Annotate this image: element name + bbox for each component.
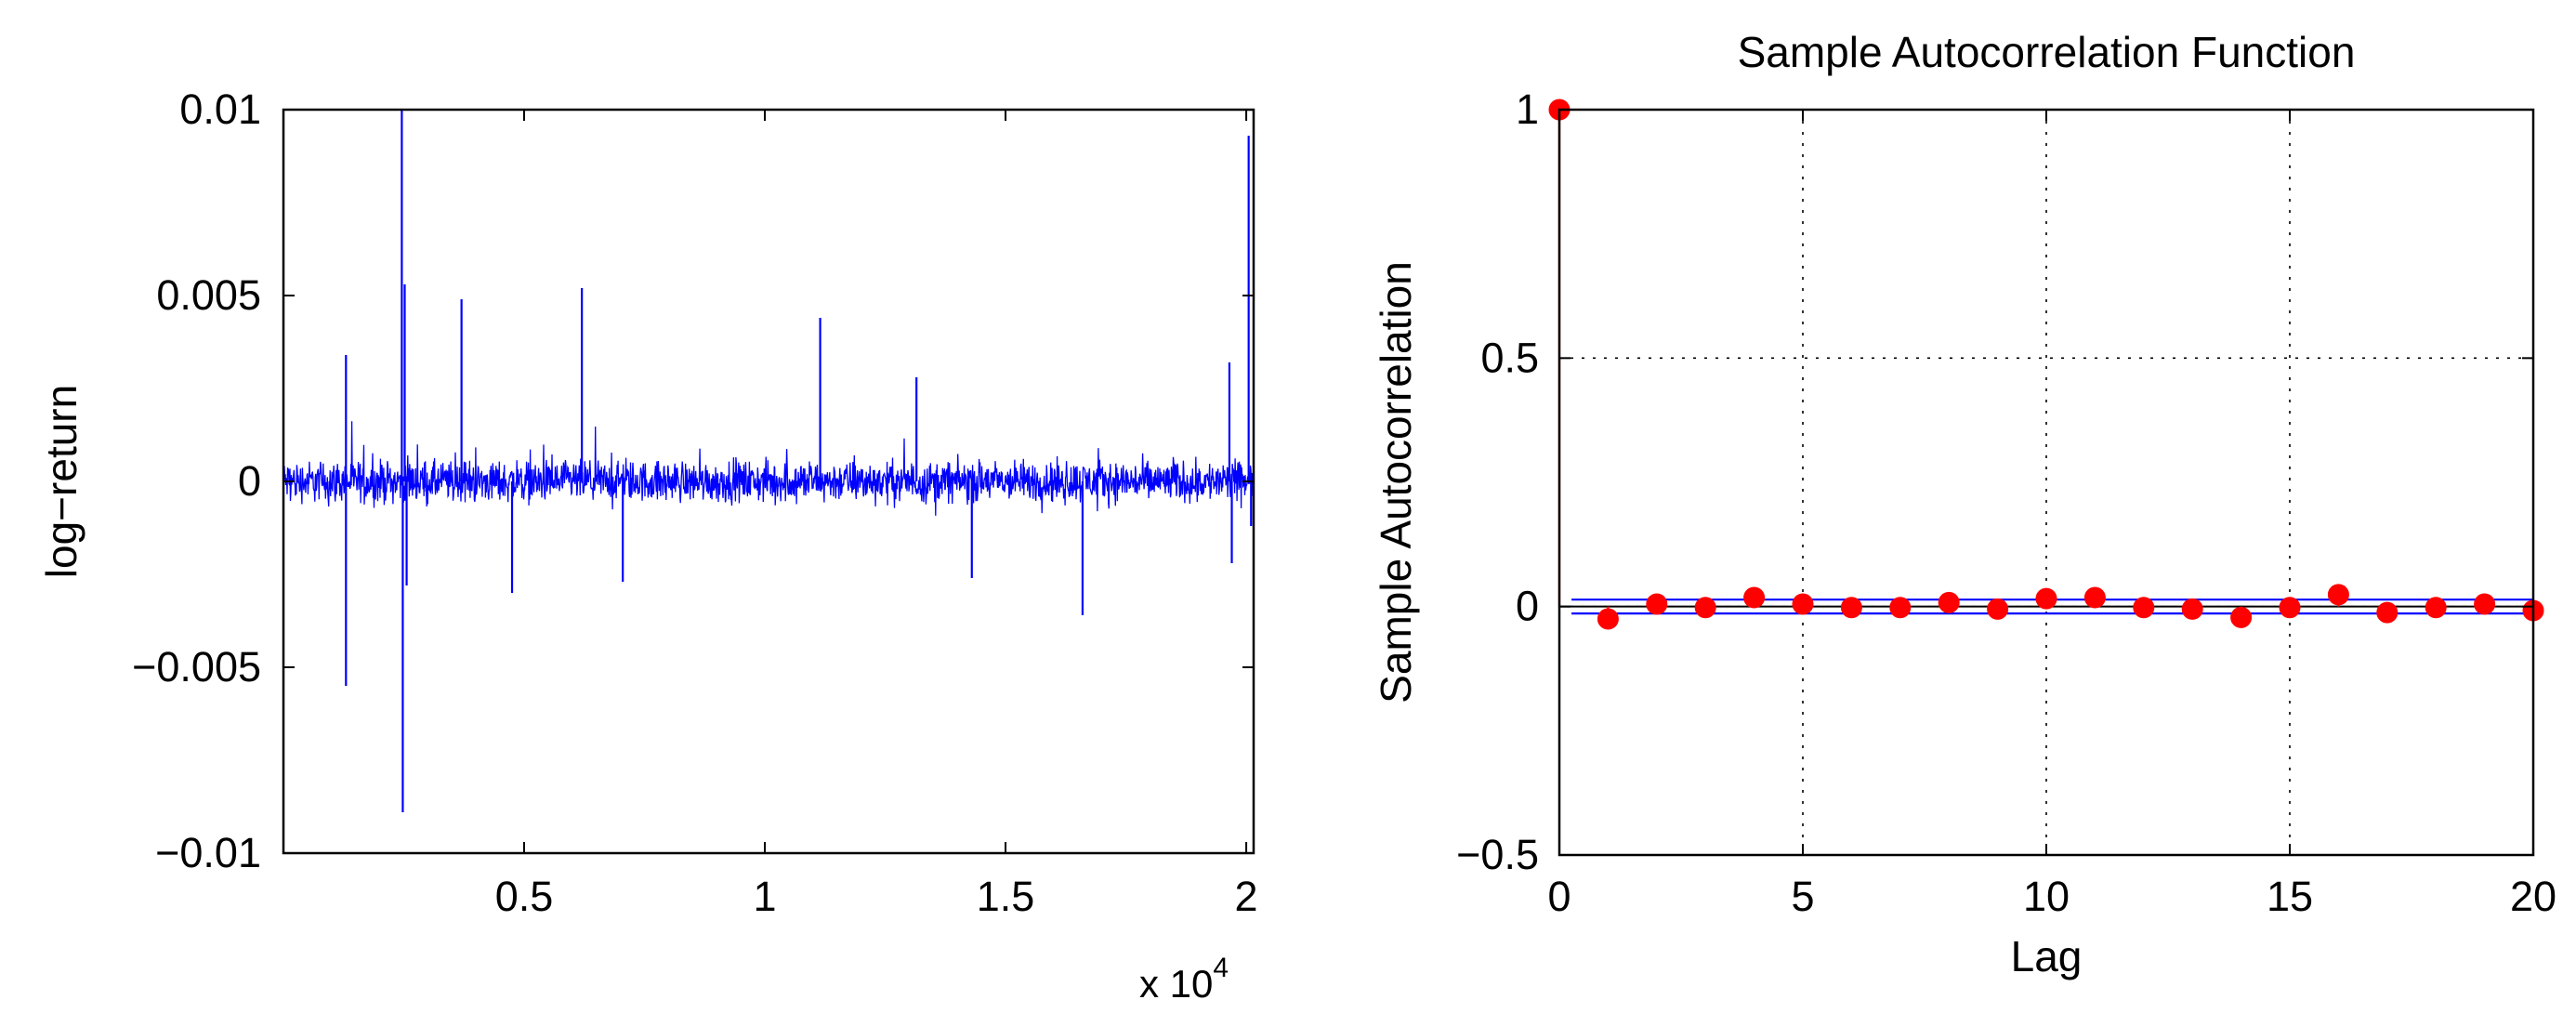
- acf-point: [1938, 591, 1960, 613]
- right-x-tick-labels: 0 5 10 15 20: [1547, 873, 2556, 920]
- log-return-series: [283, 110, 1255, 812]
- left-x-tick-labels: 0.5 1 1.5 2: [495, 873, 1258, 920]
- left-plot-frame: [282, 108, 1255, 855]
- acf-point: [1694, 597, 1716, 619]
- acf-point: [1743, 586, 1766, 609]
- acf-point: [2425, 597, 2447, 619]
- acf-point: [1987, 598, 2009, 620]
- acf-point: [2133, 597, 2155, 619]
- noise-line: [283, 421, 1255, 516]
- acf-y-axis-label: Sample Autocorrelation: [1372, 261, 1420, 704]
- acf-point: [1597, 608, 1619, 630]
- y-tick-label: 0.5: [1480, 334, 1539, 381]
- acf-point: [2083, 586, 2106, 609]
- acf-point: [2181, 598, 2203, 620]
- acf-point: [1646, 593, 1668, 615]
- y-tick-label: 0.01: [179, 86, 261, 133]
- acf-title: Sample Autocorrelation Function: [1738, 28, 2356, 76]
- y-tick-label: 0.005: [156, 271, 261, 319]
- acf-point: [2327, 584, 2349, 606]
- left-y-tick-labels: 0.01 0.005 0 −0.005 −0.01: [132, 86, 261, 876]
- y-tick-label: −0.5: [1456, 831, 1539, 878]
- x-tick-label: 15: [2267, 873, 2313, 920]
- x-tick-label: 10: [2023, 873, 2070, 920]
- left-y-axis-label: log−return: [37, 385, 85, 578]
- acf-markers: [1548, 99, 2544, 630]
- x-tick-label: 2: [1235, 873, 1258, 920]
- left-x-exponent-label: x 104: [1139, 953, 1229, 1006]
- acf-point: [2474, 593, 2496, 615]
- x-tick-label: 1: [753, 873, 776, 920]
- acf-point: [2230, 606, 2253, 628]
- y-tick-label: −0.01: [155, 829, 261, 876]
- x-tick-label: 1.5: [977, 873, 1035, 920]
- acf-point: [2376, 601, 2399, 624]
- y-tick-label: −0.005: [132, 643, 261, 691]
- acf-point: [1792, 593, 1814, 615]
- acf-point: [2035, 587, 2057, 610]
- log-return-chart: 0.5 1 1.5 2 0.01 0.005 0 −0.005 −0.01 log−retur…: [37, 86, 1258, 1006]
- x-tick-label: 0.5: [495, 873, 554, 920]
- y-tick-label: 0: [238, 457, 261, 505]
- right-y-tick-labels: −0.5 0 0.5 1: [1456, 86, 1539, 878]
- right-plot-frame: [1557, 108, 2535, 857]
- acf-point: [2279, 597, 2301, 619]
- x-tick-label: 5: [1791, 873, 1814, 920]
- y-tick-label: 0: [1516, 583, 1539, 630]
- y-tick-label: 1: [1516, 86, 1539, 133]
- acf-point: [1840, 597, 1862, 619]
- acf-point: [1889, 597, 1912, 619]
- acf-x-axis-label: Lag: [2011, 932, 2083, 980]
- acf-chart: 0 5 10 15 20 −0.500.51 Sample Autocorrelatio…: [1372, 28, 2556, 980]
- x-tick-label: 20: [2510, 873, 2556, 920]
- x-tick-label: 0: [1547, 873, 1571, 920]
